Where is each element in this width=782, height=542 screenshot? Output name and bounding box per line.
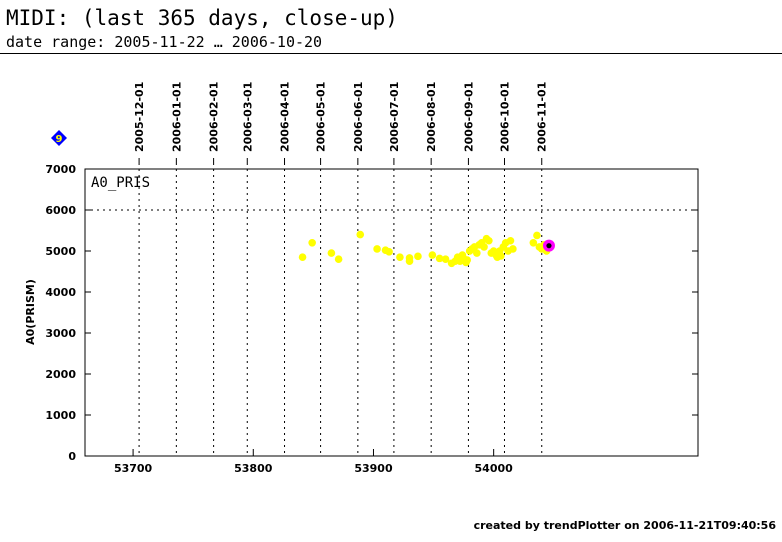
y-tick-label: 2000 (45, 368, 76, 381)
data-point (356, 230, 365, 239)
data-point (480, 243, 488, 251)
date-axis: 2005-12-01 2006-01-01 2006-02-01 2006-03-01… (133, 82, 549, 165)
date-tick-label: 2006-08-01 (425, 82, 438, 152)
data-point (509, 245, 517, 253)
plot-frame (84, 168, 699, 457)
footer-credit: created by trendPlotter on 2006-11-21T09… (473, 519, 776, 532)
data-point (441, 255, 450, 263)
date-tick-label: 2006-01-01 (170, 82, 183, 152)
data-point (385, 248, 393, 256)
data-point (497, 252, 505, 260)
date-tick-label: 2005-12-01 (133, 82, 146, 152)
count-badge: 9 (51, 130, 67, 146)
data-point (405, 257, 414, 266)
badge-diamond-icon (51, 130, 67, 146)
date-tick-label: 2006-02-01 (208, 82, 221, 152)
data-point (414, 252, 422, 261)
data-point (428, 251, 437, 259)
y-tick-label: 7000 (45, 163, 76, 176)
data-point (533, 231, 541, 240)
page-title: MIDI: (last 365 days, close-up) (6, 6, 398, 30)
x-axis: 53700 53800 53900 54000 (114, 449, 513, 475)
data-point (334, 255, 343, 263)
data-point (327, 249, 336, 257)
date-tick-label: 2006-07-01 (388, 82, 401, 152)
date-tick-label: 2006-04-01 (279, 82, 292, 152)
y-tick-label: 1000 (45, 409, 76, 422)
data-point (485, 236, 493, 245)
data-point (298, 253, 307, 261)
x-tick-label: 53700 (114, 462, 153, 475)
data-point (506, 236, 515, 245)
grid (85, 169, 698, 456)
y-tick-label: 5000 (45, 245, 76, 258)
data-point (435, 254, 444, 263)
y-axis-label: A0(PRISM) (24, 279, 37, 345)
date-tick-label: 2006-11-01 (536, 82, 549, 152)
data-point (308, 239, 316, 247)
highlight-point-center (546, 243, 552, 249)
y-tick-label: 4000 (45, 286, 76, 299)
date-tick-label: 2006-10-01 (498, 82, 511, 152)
y-axis: 0 1000 2000 3000 4000 5000 6000 7000 (45, 163, 698, 463)
y-tick-label: 3000 (45, 327, 76, 340)
data-point (463, 256, 472, 264)
data-point (529, 239, 538, 247)
data-point (473, 249, 481, 257)
y-tick-label: 0 (68, 450, 76, 463)
date-tick-label: 2006-06-01 (352, 82, 365, 152)
x-tick-label: 53800 (234, 462, 273, 475)
date-tick-label: 2006-09-01 (462, 82, 475, 152)
x-tick-label: 53900 (354, 462, 393, 475)
y-tick-label: 6000 (45, 204, 76, 217)
data-points (298, 230, 555, 268)
panel-label: A0_PRIS (91, 175, 150, 191)
badge-count: 9 (56, 134, 63, 145)
x-tick-label: 54000 (475, 462, 514, 475)
data-point (396, 253, 404, 261)
date-tick-label: 2006-05-01 (315, 82, 328, 152)
header-divider (0, 53, 782, 54)
data-point (373, 245, 381, 253)
date-range-subtitle: date range: 2005-11-22 … 2006-10-20 (6, 33, 323, 51)
date-tick-label: 2006-03-01 (241, 82, 254, 152)
